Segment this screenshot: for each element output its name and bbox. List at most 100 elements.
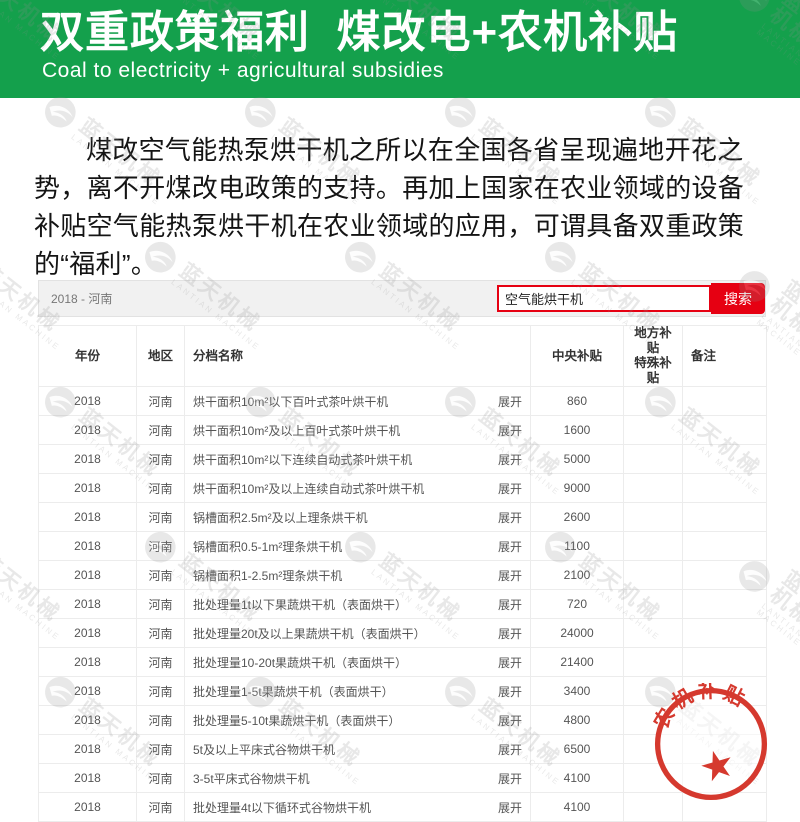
product-name: 烘干面积10m²及以上百叶式茶叶烘干机: [193, 423, 401, 438]
cell-local-subsidy: [623, 415, 683, 445]
cell-central-subsidy: 24000: [530, 618, 624, 648]
cell-local-subsidy: [623, 502, 683, 532]
table-header-row: 年份 地区 分档名称 中央补贴 地方补贴 特殊补贴 备注: [38, 325, 767, 387]
cell-name: 批处理量10-20t果蔬烘干机（表面烘干） 展开: [184, 647, 531, 677]
table-row: 2018 河南 批处理量1-5t果蔬烘干机（表面烘干） 展开 3400: [38, 676, 767, 706]
cell-note: [682, 589, 767, 619]
cell-local-subsidy: [623, 531, 683, 561]
cell-name: 烘干面积10m²及以上百叶式茶叶烘干机 展开: [184, 415, 531, 445]
expand-link[interactable]: 展开: [497, 626, 522, 641]
expand-link[interactable]: 展开: [497, 655, 522, 670]
cell-central-subsidy: 21400: [530, 647, 624, 677]
cell-region: 河南: [136, 444, 185, 474]
search-input[interactable]: [497, 285, 711, 312]
expand-link[interactable]: 展开: [497, 568, 522, 583]
search-button[interactable]: 搜索: [711, 283, 765, 314]
cell-note: [682, 502, 767, 532]
page-subtitle: Coal to electricity + agricultural subsi…: [42, 59, 444, 83]
expand-link[interactable]: 展开: [497, 452, 522, 467]
column-header-local: 地方补贴 特殊补贴: [623, 325, 683, 387]
table-header: 年份 地区 分档名称 中央补贴 地方补贴 特殊补贴 备注: [38, 325, 767, 387]
cell-central-subsidy: 4800: [530, 705, 624, 735]
cell-central-subsidy: 4100: [530, 763, 624, 793]
cell-year: 2018: [38, 444, 137, 474]
expand-link[interactable]: 展开: [497, 771, 522, 786]
expand-link[interactable]: 展开: [497, 684, 522, 699]
expand-link[interactable]: 展开: [497, 481, 522, 496]
table-row: 2018 河南 烘干面积10m²以下连续自动式茶叶烘干机 展开 5000: [38, 444, 767, 474]
column-header-year: 年份: [38, 325, 137, 387]
expand-link[interactable]: 展开: [497, 423, 522, 438]
expand-link[interactable]: 展开: [497, 742, 522, 757]
cell-name: 3-5t平床式谷物烘干机 展开: [184, 763, 531, 793]
cell-name: 锅槽面积2.5m²及以上理条烘干机 展开: [184, 502, 531, 532]
table-row: 2018 河南 烘干面积10m²及以上百叶式茶叶烘干机 展开 1600: [38, 415, 767, 445]
cell-central-subsidy: 9000: [530, 473, 624, 503]
cell-region: 河南: [136, 473, 185, 503]
cell-region: 河南: [136, 502, 185, 532]
column-header-note: 备注: [682, 325, 767, 387]
table-row: 2018 河南 锅槽面积1-2.5m²理条烘干机 展开 2100: [38, 560, 767, 590]
product-name: 3-5t平床式谷物烘干机: [193, 771, 310, 786]
expand-link[interactable]: 展开: [497, 539, 522, 554]
breadcrumb: 2018 - 河南: [51, 292, 113, 306]
expand-link[interactable]: 展开: [497, 394, 522, 409]
expand-link[interactable]: 展开: [497, 597, 522, 612]
product-name: 批处理量5-10t果蔬烘干机（表面烘干）: [193, 713, 401, 728]
cell-central-subsidy: 3400: [530, 676, 624, 706]
cell-name: 批处理量4t以下循环式谷物烘干机 展开: [184, 792, 531, 822]
subsidy-stamp: 农机补贴 ★: [641, 666, 772, 805]
cell-region: 河南: [136, 734, 185, 764]
cell-region: 河南: [136, 647, 185, 677]
cell-region: 河南: [136, 589, 185, 619]
product-name: 烘干面积10m²以下百叶式茶叶烘干机: [193, 394, 389, 409]
column-header-name: 分档名称: [184, 325, 531, 387]
cell-local-subsidy: [623, 444, 683, 474]
cell-name: 烘干面积10m²以下连续自动式茶叶烘干机 展开: [184, 444, 531, 474]
cell-name: 批处理量5-10t果蔬烘干机（表面烘干） 展开: [184, 705, 531, 735]
cell-year: 2018: [38, 415, 137, 445]
cell-name: 批处理量20t及以上果蔬烘干机（表面烘干） 展开: [184, 618, 531, 648]
cell-year: 2018: [38, 473, 137, 503]
watermark-text: 蓝天机械: [765, 276, 800, 341]
column-header-region: 地区: [136, 325, 185, 387]
cell-central-subsidy: 720: [530, 589, 624, 619]
watermark-text: 蓝天机械: [765, 566, 800, 631]
cell-note: [682, 415, 767, 445]
stamp-icon: 农机补贴 ★: [641, 666, 768, 801]
product-name: 批处理量20t及以上果蔬烘干机（表面烘干）: [193, 626, 426, 641]
cell-year: 2018: [38, 763, 137, 793]
product-name: 批处理量4t以下循环式谷物烘干机: [193, 800, 372, 815]
cell-year: 2018: [38, 531, 137, 561]
cell-year: 2018: [38, 792, 137, 822]
expand-link[interactable]: 展开: [497, 510, 522, 525]
cell-region: 河南: [136, 386, 185, 416]
cell-note: [682, 560, 767, 590]
product-name: 烘干面积10m²以下连续自动式茶叶烘干机: [193, 452, 413, 467]
cell-region: 河南: [136, 705, 185, 735]
table-row: 2018 河南 批处理量1t以下果蔬烘干机（表面烘干） 展开 720: [38, 589, 767, 619]
table-row: 2018 河南 烘干面积10m²及以上连续自动式茶叶烘干机 展开 9000: [38, 473, 767, 503]
cell-local-subsidy: [623, 589, 683, 619]
expand-link[interactable]: 展开: [497, 713, 522, 728]
cell-local-subsidy: [623, 618, 683, 648]
product-name: 批处理量10-20t果蔬烘干机（表面烘干）: [193, 655, 408, 670]
cell-note: [682, 647, 767, 677]
cell-central-subsidy: 5000: [530, 444, 624, 474]
cell-central-subsidy: 1100: [530, 531, 624, 561]
cell-central-subsidy: 860: [530, 386, 624, 416]
cell-central-subsidy: 4100: [530, 792, 624, 822]
cell-year: 2018: [38, 647, 137, 677]
cell-region: 河南: [136, 676, 185, 706]
cell-year: 2018: [38, 589, 137, 619]
cell-region: 河南: [136, 560, 185, 590]
product-name: 批处理量1t以下果蔬烘干机（表面烘干）: [193, 597, 408, 612]
cell-year: 2018: [38, 734, 137, 764]
cell-year: 2018: [38, 560, 137, 590]
table-row: 2018 河南 批处理量10-20t果蔬烘干机（表面烘干） 展开 21400: [38, 647, 767, 677]
cell-year: 2018: [38, 502, 137, 532]
expand-link[interactable]: 展开: [497, 800, 522, 815]
product-name: 批处理量1-5t果蔬烘干机（表面烘干）: [193, 684, 394, 699]
subsidy-table: 年份 地区 分档名称 中央补贴 地方补贴 特殊补贴 备注 2018 河南 烘干面积10m²以…: [38, 325, 767, 822]
